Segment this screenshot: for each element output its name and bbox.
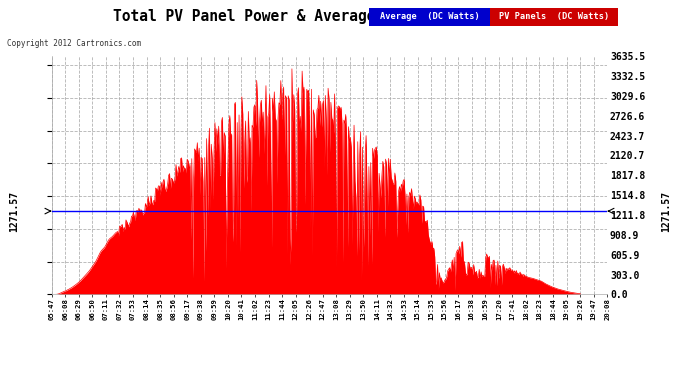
Text: 1271.57: 1271.57	[661, 190, 671, 232]
Text: 1271.57: 1271.57	[9, 190, 19, 232]
Text: Total PV Panel Power & Average Power Thu Aug 2  20:08: Total PV Panel Power & Average Power Thu…	[113, 9, 577, 24]
Text: Copyright 2012 Cartronics.com: Copyright 2012 Cartronics.com	[7, 39, 141, 48]
Text: PV Panels  (DC Watts): PV Panels (DC Watts)	[499, 12, 609, 21]
Text: Average  (DC Watts): Average (DC Watts)	[380, 12, 480, 21]
